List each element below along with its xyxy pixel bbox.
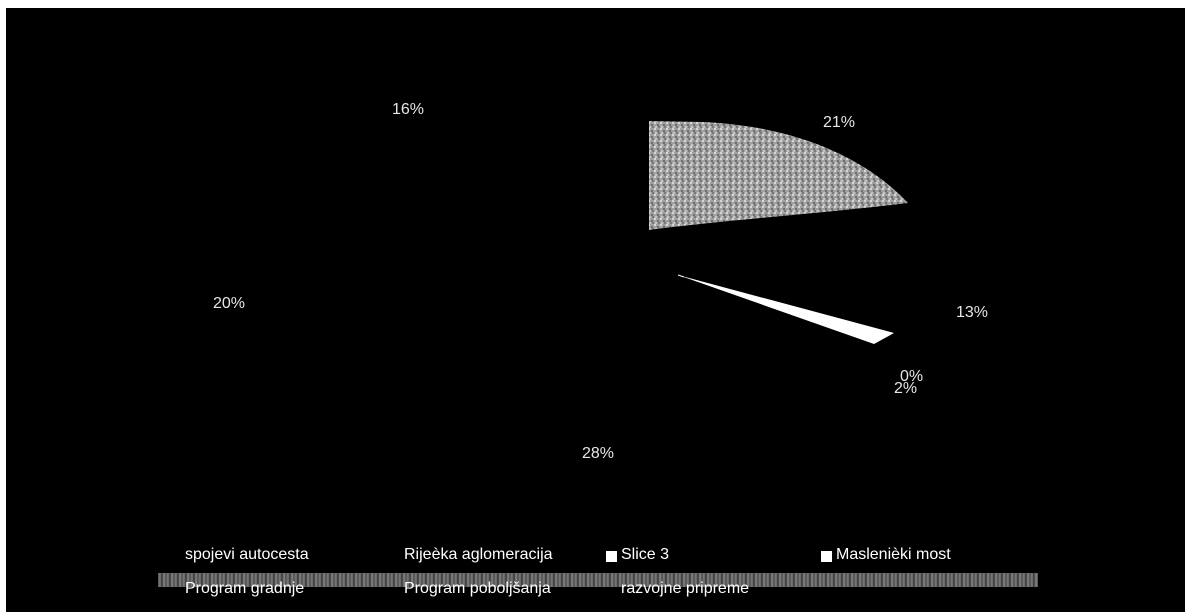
- label-spojevi-autocesta-pct: 16%: [392, 101, 425, 118]
- label-rijecka-aglomeracija-pct: 21%: [823, 114, 856, 131]
- legend-item-razvojne-pripreme: razvojne pripreme: [621, 580, 750, 597]
- legend-item-maslenicki-most: Maslenièki most: [836, 546, 951, 563]
- label-program-gradnje-pct: 13%: [956, 304, 989, 321]
- legend-item-rijecka-aglomeracija: Rijeèka aglomeracija: [404, 546, 553, 563]
- label-program-poboljsanja-pct: 28%: [582, 445, 615, 462]
- legend-item-program-gradnje: Program gradnje: [185, 580, 305, 597]
- label-razvojne-pripreme-pct: 20%: [213, 295, 246, 312]
- legend-swatch-slice-3: [606, 551, 617, 562]
- legend-item-slice-3: Slice 3: [621, 546, 670, 563]
- pie-chart: [649, 121, 908, 344]
- slice-maslenicki-most: [678, 275, 894, 344]
- label-slice-3-pct: 0%: [900, 368, 924, 385]
- legend-swatch-maslenicki-most: [821, 551, 832, 562]
- legend-item-spojevi-autocesta: spojevi autocesta: [185, 546, 309, 563]
- slice-3: [677, 274, 685, 278]
- slice-rijecka-aglomeracija: [649, 121, 908, 230]
- legend-background: [158, 573, 1038, 587]
- chart-frame: 16% 21% 0% 2% 13% 28% 20% spojevi autoce…: [6, 8, 1185, 612]
- label-maslenicki-most-pct: 2%: [894, 380, 918, 397]
- legend-item-program-poboljsanja: Program poboljšanja: [404, 580, 551, 597]
